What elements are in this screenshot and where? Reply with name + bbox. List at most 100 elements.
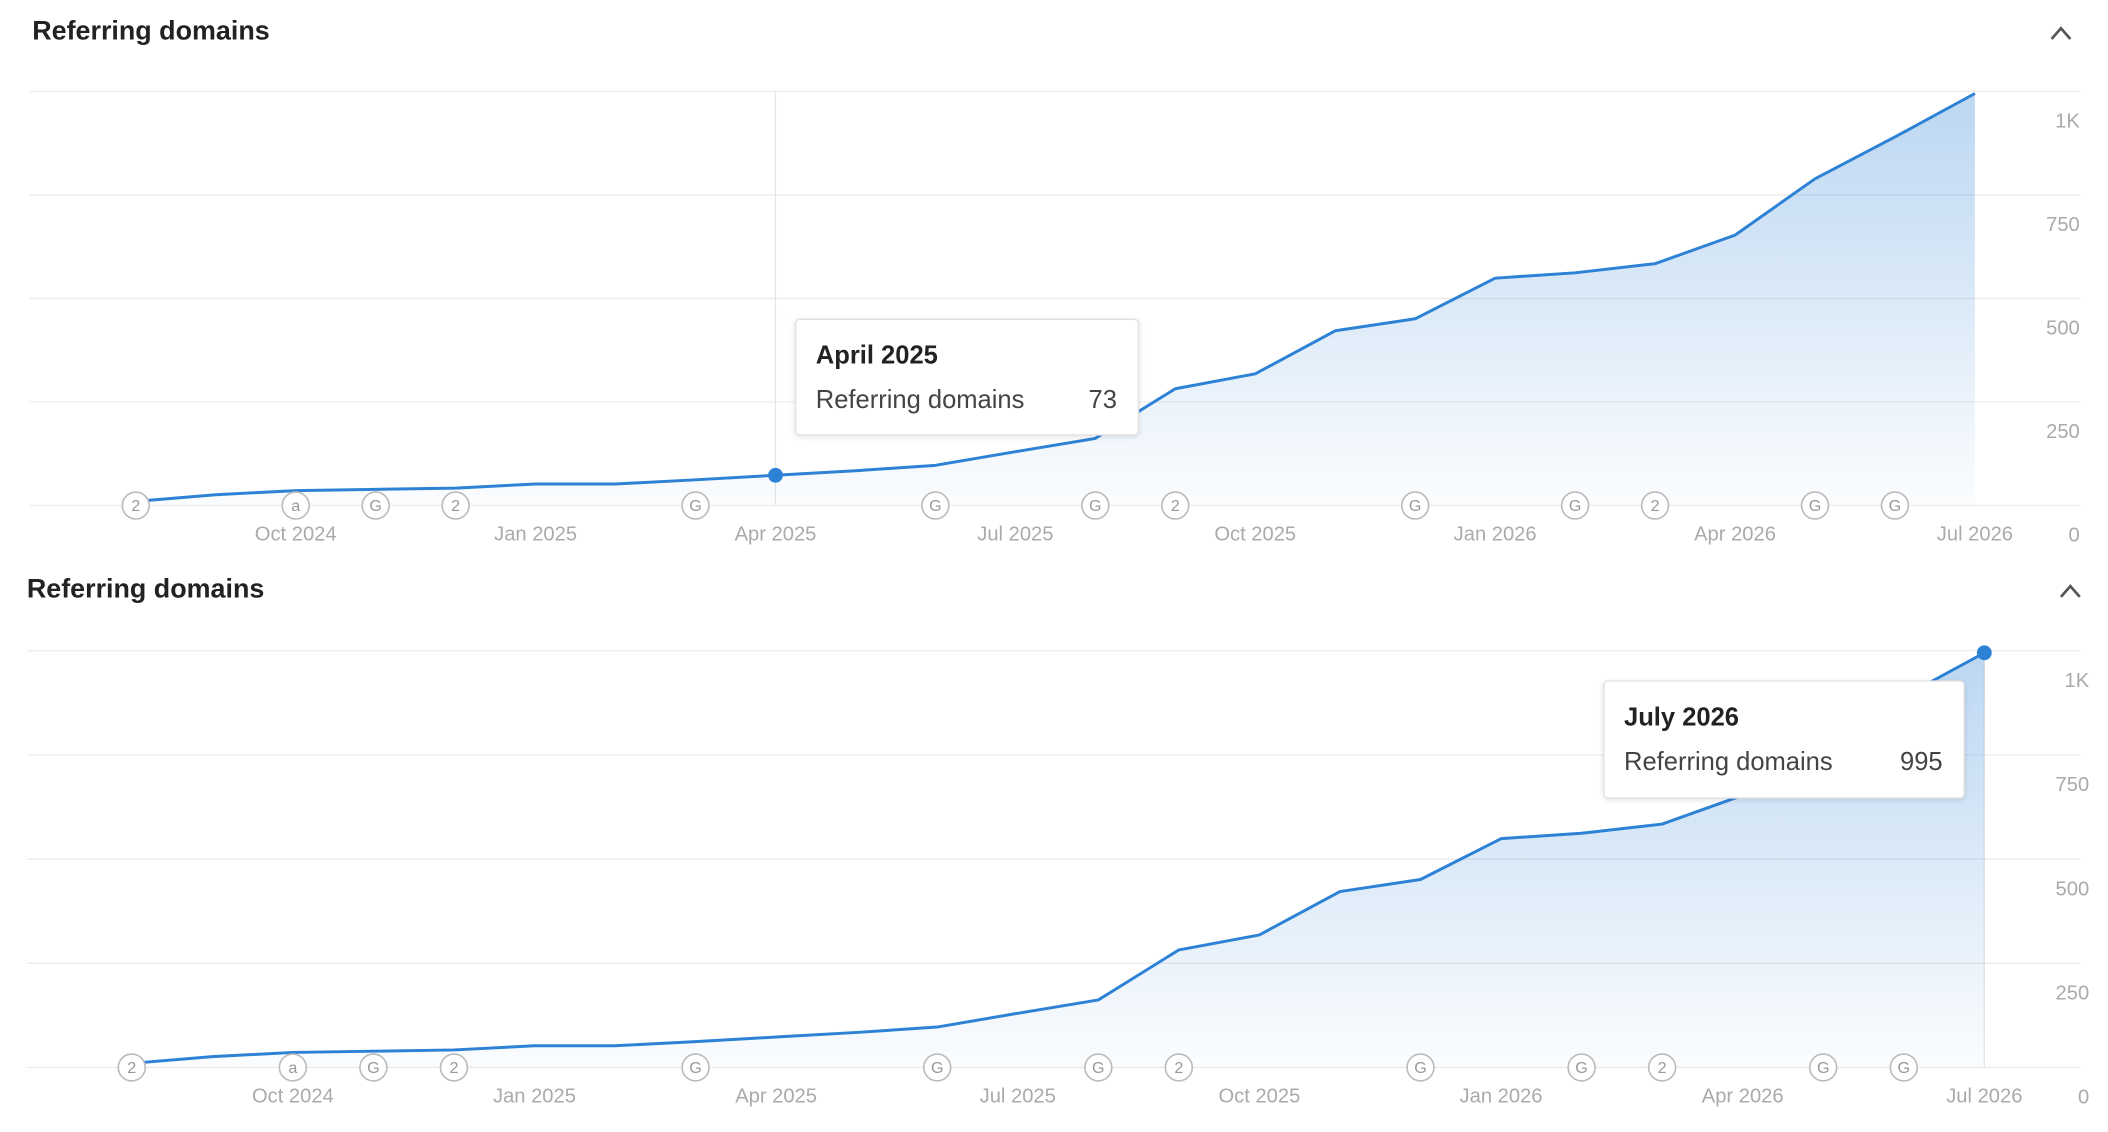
tooltip-series-name: Referring domains (816, 386, 1025, 414)
x-tick-label: Jan 2026 (1454, 523, 1537, 545)
y-tick-label: 750 (2046, 214, 2080, 236)
event-marker-label: 2 (1174, 1059, 1183, 1077)
event-marker (359, 1053, 388, 1082)
event-marker (1161, 491, 1190, 520)
event-marker-label: a (288, 1059, 297, 1077)
event-marker-label: 2 (1658, 1059, 1667, 1077)
event-marker-label: 2 (1171, 497, 1180, 515)
event-marker-label: 2 (451, 497, 460, 515)
x-tick-label: Oct 2025 (1214, 523, 1296, 545)
hover-point (768, 467, 783, 483)
event-marker-label: 2 (127, 1059, 136, 1077)
x-tick-label: Jan 2025 (493, 1085, 576, 1107)
event-marker-label: 2 (449, 1059, 458, 1077)
event-marker (1800, 491, 1830, 520)
x-tick-label: Apr 2025 (735, 1085, 817, 1107)
event-marker-label: G (689, 1059, 702, 1077)
area (135, 93, 1975, 506)
y-tick-label: 1K (2055, 111, 2080, 133)
x-tick-label: Jul 2025 (977, 523, 1053, 545)
y-tick-label: 750 (2056, 774, 2090, 796)
event-marker (121, 491, 151, 520)
tooltip: July 2026 Referring domains 995 (1603, 680, 1965, 799)
event-marker-label: G (1575, 1059, 1588, 1077)
event-marker-label: 2 (1651, 497, 1660, 515)
x-tick-label: Oct 2024 (252, 1085, 334, 1107)
y-tick-label: 500 (2056, 878, 2090, 900)
event-marker-label: G (1409, 497, 1422, 515)
chart-title: Referring domains (32, 15, 269, 45)
event-marker (278, 1053, 308, 1082)
event-marker (1889, 1053, 1919, 1082)
event-marker-label: G (1092, 1059, 1105, 1077)
tooltip-box (1603, 680, 1965, 799)
x-tick-label: Jul 2026 (1937, 523, 2013, 545)
event-marker (281, 491, 310, 520)
tooltip-title: July 2026 (1624, 703, 1739, 731)
chart-title: Referring domains (27, 573, 264, 603)
line (135, 92, 1976, 503)
event-marker-label: 2 (131, 497, 140, 515)
event-marker-label: G (1817, 1059, 1830, 1077)
event-marker (1164, 1053, 1194, 1082)
x-tick-label: Jul 2025 (980, 1085, 1056, 1107)
event-marker-label: G (1889, 497, 1902, 515)
event-marker-label: G (1569, 497, 1582, 515)
event-marker-label: a (291, 497, 300, 515)
event-marker (1640, 491, 1670, 520)
event-marker (1406, 1053, 1435, 1082)
chart: Referring domains 0 250 500 750 1K Oct 2024 Jan… (29, 15, 2082, 547)
collapse-button[interactable] (2059, 584, 2081, 598)
area (131, 652, 1985, 1068)
x-tick-label: Oct 2025 (1219, 1085, 1301, 1107)
event-marker-label: G (367, 1059, 380, 1077)
x-tick-label: Jul 2026 (1946, 1085, 2022, 1107)
event-marker-label: G (369, 497, 382, 515)
event-marker (1808, 1053, 1838, 1082)
event-marker-label: G (1809, 497, 1822, 515)
event-marker (922, 1053, 952, 1082)
event-marker (1084, 1053, 1113, 1082)
tooltip-box (794, 318, 1140, 436)
x-tick-label: Jan 2026 (1460, 1085, 1543, 1107)
collapse-button[interactable] (2050, 26, 2072, 40)
x-tick-label: Apr 2026 (1694, 523, 1776, 545)
tooltip-series-name: Referring domains (1624, 748, 1833, 776)
x-tick-label: Apr 2026 (1702, 1085, 1784, 1107)
event-marker-label: G (1414, 1059, 1427, 1077)
y-tick-label: 0 (2069, 525, 2080, 547)
tooltip: April 2025 Referring domains 73 (794, 318, 1140, 436)
event-marker-label: G (689, 497, 702, 515)
event-marker-label: G (931, 1059, 944, 1077)
tooltip-value: 995 (1900, 748, 1943, 776)
y-tick-label: 250 (2046, 421, 2080, 443)
tooltip-title: April 2025 (816, 342, 938, 370)
event-marker (1880, 491, 1910, 520)
x-tick-label: Apr 2025 (735, 523, 817, 545)
event-marker (1567, 1053, 1596, 1082)
event-marker (921, 491, 950, 520)
event-marker (439, 1053, 469, 1082)
event-marker-label: G (1897, 1059, 1910, 1077)
chart: Referring domains 0 250 500 750 1K Oct 2024 Jan… (27, 573, 2090, 1108)
hover-point (1976, 645, 1992, 661)
event-marker (1400, 491, 1430, 520)
event-marker-label: G (929, 497, 942, 515)
y-tick-label: 500 (2046, 318, 2080, 340)
x-tick-label: Jan 2025 (494, 523, 577, 545)
event-marker (1560, 491, 1590, 520)
event-marker (117, 1053, 147, 1082)
event-marker (681, 491, 710, 520)
tooltip-value: 73 (1089, 386, 1117, 414)
line (131, 651, 1986, 1065)
event-marker (441, 491, 470, 520)
y-tick-label: 0 (2078, 1087, 2089, 1109)
event-marker (681, 1053, 710, 1082)
event-marker (1647, 1053, 1677, 1082)
y-tick-label: 250 (2056, 983, 2090, 1005)
event-marker-label: G (1089, 497, 1102, 515)
x-tick-label: Oct 2024 (255, 523, 337, 545)
y-tick-label: 1K (2065, 670, 2090, 692)
